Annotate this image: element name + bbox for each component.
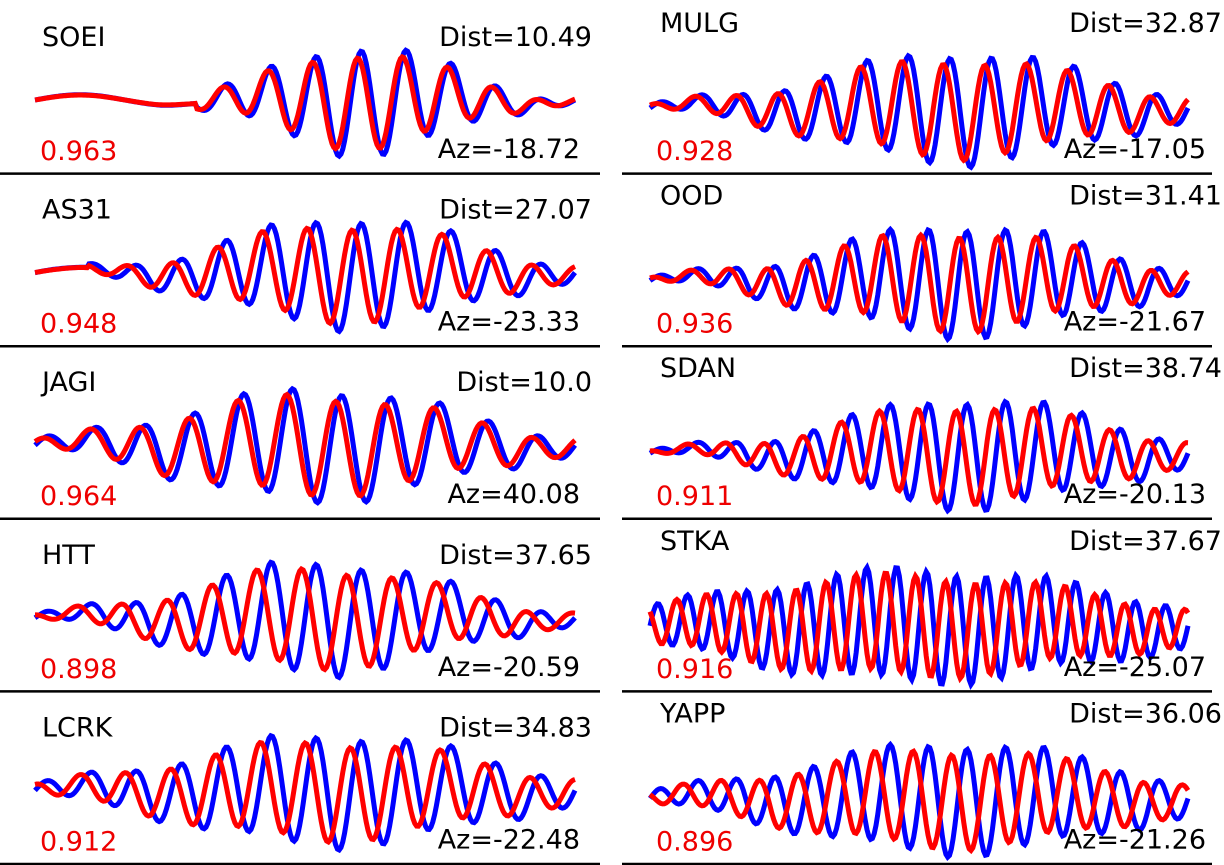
synthetic-waveform — [35, 565, 576, 673]
station-panel: STKA Dist=37.67 0.916 Az=-25.07 — [622, 526, 1222, 693]
observed-waveform — [647, 562, 1191, 690]
distance: Dist=31.41 — [1069, 181, 1222, 212]
distance: Dist=34.83 — [439, 712, 592, 743]
observed-waveform — [648, 398, 1191, 515]
station-panel: AS31 Dist=27.07 0.948 Az=-23.33 — [0, 195, 600, 348]
azimuth: Az=-21.26 — [1064, 824, 1206, 855]
distance: Dist=37.67 — [1069, 526, 1222, 557]
station-name: LCRK — [42, 712, 114, 743]
station-panel: SDAN Dist=38.74 0.911 Az=-20.13 — [622, 353, 1222, 521]
station-name: SDAN — [660, 353, 736, 384]
distance: Dist=37.65 — [439, 540, 592, 571]
synthetic-waveform — [647, 569, 1191, 684]
station-panel: HTT Dist=37.65 0.898 Az=-20.59 — [0, 540, 600, 693]
synthetic-waveform — [34, 225, 577, 327]
station-name: HTT — [42, 540, 95, 571]
correlation: 0.898 — [40, 654, 117, 685]
station-panel: OOD Dist=31.41 0.936 Az=-21.67 — [622, 181, 1222, 348]
station-panel: SOEI Dist=10.49 0.963 Az=-18.72 — [0, 22, 600, 175]
distance: Dist=27.07 — [439, 195, 592, 226]
correlation: 0.912 — [40, 826, 117, 857]
distance: Dist=32.87 — [1069, 8, 1222, 39]
correlation: 0.964 — [40, 481, 117, 512]
distance: Dist=36.06 — [1069, 698, 1222, 729]
station-name: YAPP — [659, 698, 725, 729]
azimuth: Az=-20.13 — [1064, 479, 1206, 510]
station-name: AS31 — [42, 195, 112, 226]
azimuth: Az=-22.48 — [438, 824, 580, 855]
observed-waveform — [648, 740, 1191, 861]
correlation: 0.911 — [656, 481, 733, 512]
correlation: 0.963 — [40, 136, 117, 167]
azimuth: Az=-18.72 — [438, 134, 580, 165]
azimuth: Az=-23.33 — [438, 307, 580, 338]
synthetic-waveform — [649, 405, 1189, 507]
synthetic-waveform — [648, 59, 1190, 164]
station-panel: YAPP Dist=36.06 0.896 Az=-21.26 — [622, 698, 1222, 865]
station-name: OOD — [660, 181, 723, 212]
station-name: MULG — [660, 8, 739, 39]
azimuth: Az=40.08 — [447, 479, 580, 510]
station-panel: LCRK Dist=34.83 0.912 Az=-22.48 — [0, 712, 600, 865]
station-panel: JAGI Dist=10.0 0.964 Az=40.08 — [0, 367, 600, 521]
synthetic-waveform — [34, 53, 576, 152]
correlation: 0.896 — [656, 826, 733, 857]
synthetic-waveform — [648, 747, 1191, 855]
distance: Dist=38.74 — [1069, 353, 1222, 384]
azimuth: Az=-20.59 — [438, 652, 580, 683]
observed-waveform — [648, 225, 1191, 344]
distance: Dist=10.0 — [456, 367, 592, 398]
correlation: 0.936 — [656, 309, 733, 340]
observed-waveform — [33, 559, 577, 681]
azimuth: Az=-17.05 — [1064, 134, 1206, 165]
station-panel: MULG Dist=32.87 0.928 Az=-17.05 — [622, 8, 1222, 175]
azimuth: Az=-21.67 — [1064, 307, 1206, 338]
synthetic-waveform — [649, 231, 1190, 336]
station-name: STKA — [660, 526, 730, 557]
synthetic-waveform — [34, 739, 576, 846]
synthetic-waveform — [33, 391, 577, 499]
observed-waveform — [33, 732, 578, 854]
correlation: 0.916 — [656, 654, 733, 685]
station-name: JAGI — [40, 367, 96, 398]
correlation: 0.928 — [656, 136, 733, 167]
correlation: 0.948 — [40, 309, 117, 340]
azimuth: Az=-25.07 — [1064, 652, 1206, 683]
station-name: SOEI — [42, 22, 105, 53]
observed-waveform — [34, 219, 577, 335]
distance: Dist=10.49 — [439, 22, 592, 53]
